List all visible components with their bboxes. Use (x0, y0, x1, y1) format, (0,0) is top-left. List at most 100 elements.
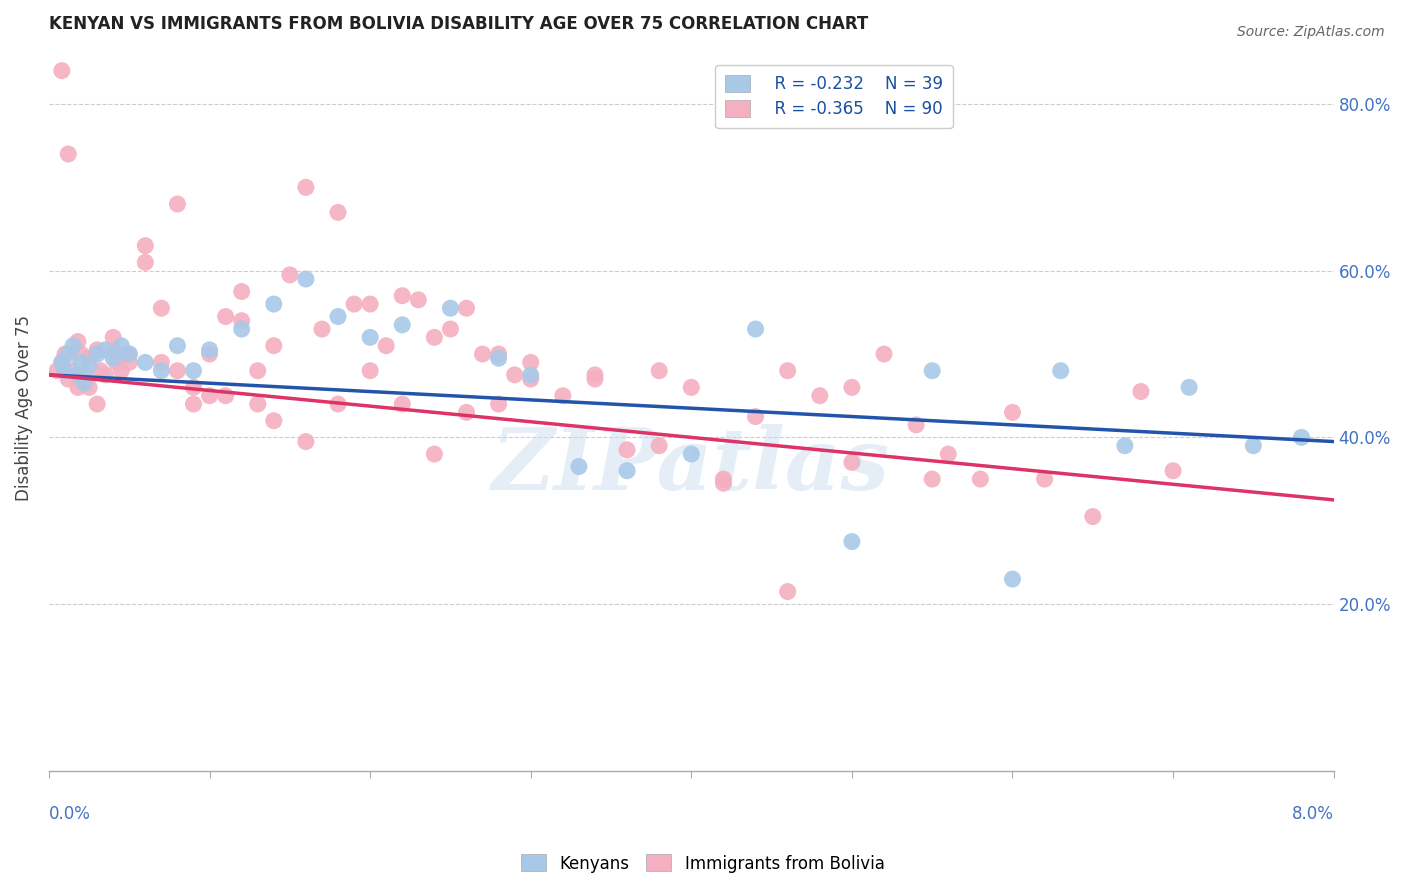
Point (391, 318, 413, 332)
Point (246, 397, 269, 411)
Point (214, 389, 236, 403)
Point (150, 301, 173, 316)
Point (94, 343, 117, 357)
Text: 0.0%: 0.0% (49, 805, 91, 823)
Point (58, 372, 80, 386)
Text: Source: ZipAtlas.com: Source: ZipAtlas.com (1237, 25, 1385, 39)
Point (198, 343, 221, 357)
Y-axis label: Disability Age Over 75: Disability Age Over 75 (15, 315, 32, 501)
Point (488, 347, 510, 361)
Legend: Kenyans, Immigrants from Bolivia: Kenyans, Immigrants from Bolivia (515, 847, 891, 880)
Point (103, 330, 125, 344)
Point (166, 339, 188, 353)
Point (391, 397, 413, 411)
Point (77, 359, 100, 374)
Point (198, 347, 221, 361)
Point (1161, 464, 1184, 478)
Point (231, 285, 253, 299)
Point (263, 297, 285, 311)
Point (295, 180, 318, 194)
Point (841, 534, 863, 549)
Point (134, 355, 156, 369)
Point (456, 405, 478, 419)
Point (1081, 509, 1104, 524)
Point (648, 364, 671, 378)
Point (326, 397, 349, 411)
Point (776, 584, 799, 599)
Point (776, 364, 799, 378)
Point (70, 355, 93, 369)
Point (231, 322, 253, 336)
Point (103, 351, 125, 366)
Point (326, 205, 349, 219)
Point (105, 355, 128, 369)
Point (166, 197, 188, 211)
Point (150, 364, 173, 378)
Point (295, 434, 318, 449)
Point (89, 364, 111, 378)
Point (905, 417, 928, 432)
Point (134, 238, 156, 252)
Point (278, 268, 301, 282)
Point (359, 330, 381, 344)
Point (73, 368, 96, 382)
Point (1033, 472, 1056, 486)
Point (744, 409, 766, 424)
Point (66, 380, 89, 394)
Point (648, 439, 671, 453)
Point (118, 347, 141, 361)
Point (519, 368, 541, 382)
Point (46, 364, 69, 378)
Point (110, 339, 132, 353)
Point (51, 355, 73, 369)
Point (326, 310, 349, 324)
Point (456, 301, 478, 316)
Point (118, 355, 141, 369)
Point (53, 364, 76, 378)
Point (1129, 384, 1152, 399)
Point (86, 397, 108, 411)
Point (408, 293, 430, 307)
Point (1114, 439, 1136, 453)
Point (77, 351, 100, 366)
Point (343, 297, 366, 311)
Point (1049, 364, 1071, 378)
Point (519, 355, 541, 369)
Point (936, 447, 959, 461)
Point (583, 372, 606, 386)
Point (134, 255, 156, 269)
Point (183, 380, 205, 394)
Point (231, 314, 253, 328)
Point (214, 310, 236, 324)
Point (1001, 572, 1024, 586)
Point (921, 364, 943, 378)
Point (86, 343, 108, 357)
Point (713, 476, 735, 491)
Point (263, 414, 285, 428)
Point (94, 368, 117, 382)
Point (246, 364, 269, 378)
Point (841, 380, 863, 394)
Text: KENYAN VS IMMIGRANTS FROM BOLIVIA DISABILITY AGE OVER 75 CORRELATION CHART: KENYAN VS IMMIGRANTS FROM BOLIVIA DISABI… (49, 15, 869, 33)
Point (62, 364, 84, 378)
Point (103, 343, 125, 357)
Point (150, 355, 173, 369)
Point (519, 372, 541, 386)
Point (439, 322, 461, 336)
Point (51, 355, 73, 369)
Point (359, 364, 381, 378)
Point (118, 347, 141, 361)
Point (841, 455, 863, 469)
Legend:   R = -0.232    N = 39,   R = -0.365    N = 90: R = -0.232 N = 39, R = -0.365 N = 90 (716, 65, 953, 128)
Point (808, 389, 831, 403)
Point (295, 272, 318, 286)
Text: ZIPatlas: ZIPatlas (492, 425, 890, 508)
Point (58, 147, 80, 161)
Point (311, 322, 333, 336)
Point (183, 364, 205, 378)
Point (488, 351, 510, 366)
Point (375, 339, 398, 353)
Point (62, 339, 84, 353)
Point (1178, 380, 1201, 394)
Point (66, 368, 89, 382)
